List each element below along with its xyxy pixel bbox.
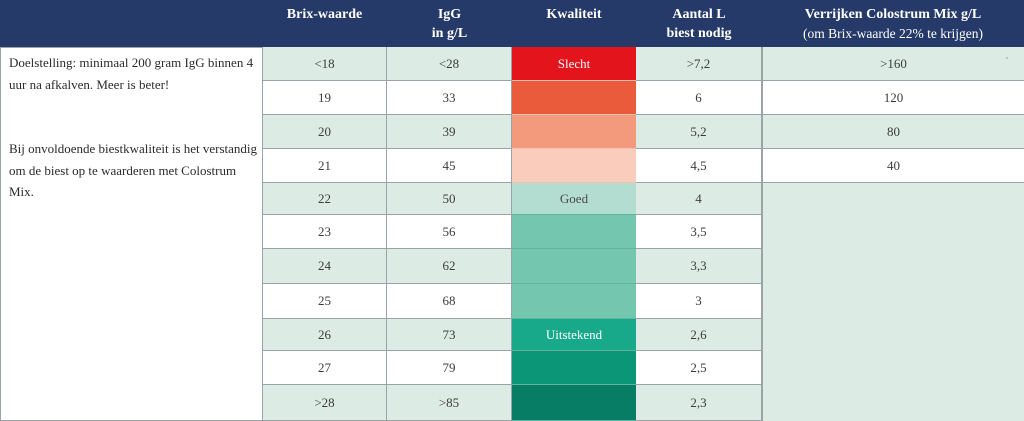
header-brix-label: Brix-waarde xyxy=(286,7,363,22)
cell-liters: 2,5 xyxy=(636,351,762,385)
cell-brix: <18 xyxy=(262,47,387,81)
advice-note: Bij onvoldoende biestkwaliteit is het ve… xyxy=(9,141,258,199)
cell-brix: 27 xyxy=(262,351,387,385)
cell-igg: 50 xyxy=(387,183,512,215)
quality-swatch: Slecht xyxy=(512,47,636,81)
quality-swatch xyxy=(512,249,636,284)
header-quality-label: Kwaliteit xyxy=(546,7,602,22)
cell-brix: 22 xyxy=(262,183,387,215)
cell-igg: 79 xyxy=(387,351,512,385)
cell-igg: 68 xyxy=(387,284,512,319)
cell-brix: 26 xyxy=(262,319,387,351)
cell-liters: 2,3 xyxy=(636,385,762,421)
header-quality: Kwaliteit xyxy=(512,0,636,47)
cell-igg: 33 xyxy=(387,81,512,115)
cell-igg: <28 xyxy=(387,47,512,81)
header-igg: IgG in g/L xyxy=(387,0,512,47)
cell-liters: 3,5 xyxy=(636,215,762,249)
cell-igg: 73 xyxy=(387,319,512,351)
cell-igg: 62 xyxy=(387,249,512,284)
quality-swatch xyxy=(512,284,636,319)
header-enrich-line2: (om Brix-waarde 22% te krijgen) xyxy=(803,26,983,41)
header-brix: Brix-waarde xyxy=(262,0,387,47)
cell-enrich: 120 xyxy=(762,81,1024,115)
cell-liters: 4,5 xyxy=(636,149,762,183)
cell-liters: 4 xyxy=(636,183,762,215)
quality-swatch xyxy=(512,351,636,385)
enrich-empty-area xyxy=(762,183,1024,421)
quality-swatch xyxy=(512,149,636,183)
header-enrich: Verrijken Colostrum Mix g/L (om Brix-waa… xyxy=(762,0,1024,47)
quality-swatch xyxy=(512,81,636,115)
goal-note: Doelstelling: minimaal 200 gram IgG binn… xyxy=(9,55,254,92)
cell-liters: 2,6 xyxy=(636,319,762,351)
cell-brix: 24 xyxy=(262,249,387,284)
cell-igg: 45 xyxy=(387,149,512,183)
header-blank xyxy=(0,0,262,47)
cell-liters: 3 xyxy=(636,284,762,319)
header-liters-line2: biest nodig xyxy=(666,26,732,41)
cell-igg: 39 xyxy=(387,115,512,149)
quality-swatch: Goed xyxy=(512,183,636,215)
cell-liters: 6 xyxy=(636,81,762,115)
cell-igg: 56 xyxy=(387,215,512,249)
cell-brix: >28 xyxy=(262,385,387,421)
cell-enrich: 80 xyxy=(762,115,1024,149)
header-enrich-line1: Verrijken Colostrum Mix g/L xyxy=(804,7,982,22)
side-notes: Doelstelling: minimaal 200 gram IgG binn… xyxy=(0,47,262,421)
quality-swatch xyxy=(512,385,636,421)
cell-brix: 21 xyxy=(262,149,387,183)
header-igg-line1: IgG xyxy=(437,7,462,22)
cell-enrich: >160 xyxy=(762,47,1024,81)
header-liters: Aantal L biest nodig xyxy=(636,0,762,47)
quality-swatch xyxy=(512,115,636,149)
cell-liters: 3,3 xyxy=(636,249,762,284)
cell-brix: 19 xyxy=(262,81,387,115)
cell-liters: 5,2 xyxy=(636,115,762,149)
quality-swatch xyxy=(512,215,636,249)
header-liters-line1: Aantal L xyxy=(672,7,726,22)
quality-swatch: Uitstekend xyxy=(512,319,636,351)
header-igg-line2: in g/L xyxy=(431,26,468,41)
cell-brix: 20 xyxy=(262,115,387,149)
cell-brix: 23 xyxy=(262,215,387,249)
cell-liters: >7,2 xyxy=(636,47,762,81)
dash-marker xyxy=(1006,57,1008,59)
cell-igg: >85 xyxy=(387,385,512,421)
cell-enrich: 40 xyxy=(762,149,1024,183)
cell-brix: 25 xyxy=(262,284,387,319)
